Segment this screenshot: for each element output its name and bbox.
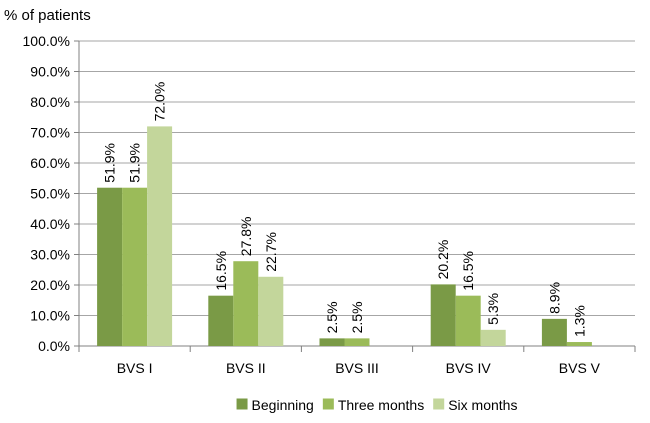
y-tick-label: 10.0% bbox=[30, 308, 70, 324]
data-label: 16.5% bbox=[213, 251, 229, 291]
legend-swatch bbox=[236, 398, 248, 410]
y-axis-title: % of patients bbox=[4, 7, 91, 24]
y-tick-label: 40.0% bbox=[30, 216, 70, 232]
y-tick-label: 70.0% bbox=[30, 125, 70, 141]
y-tick-label: 90.0% bbox=[30, 64, 70, 80]
bar bbox=[541, 318, 567, 346]
x-category-label: BVS III bbox=[335, 360, 379, 376]
data-label: 1.3% bbox=[571, 305, 587, 337]
bar bbox=[233, 261, 259, 346]
x-category-label: BVS IV bbox=[446, 360, 492, 376]
data-label: 27.8% bbox=[238, 217, 254, 257]
legend-label: Six months bbox=[448, 397, 517, 413]
data-label: 51.9% bbox=[102, 143, 118, 183]
data-label: 16.5% bbox=[460, 251, 476, 291]
bar bbox=[566, 342, 592, 346]
legend: Beginning Three months Six months bbox=[236, 397, 517, 413]
bar bbox=[208, 295, 234, 346]
data-labels: 51.9% 51.9% 72.0% 16.5% 27.8% 22.7% 2.5% 2.5% 20… bbox=[102, 82, 588, 337]
data-label: 2.5% bbox=[324, 301, 340, 333]
x-category-label: BVS I bbox=[117, 360, 153, 376]
bar bbox=[480, 329, 506, 346]
bars bbox=[97, 126, 592, 347]
x-category-label: BVS V bbox=[559, 360, 601, 376]
y-tick-label: 100.0% bbox=[23, 33, 70, 49]
bar bbox=[147, 126, 173, 347]
y-tick-label: 80.0% bbox=[30, 94, 70, 110]
bar bbox=[455, 295, 481, 346]
x-axis-categories: BVS I BVS II BVS III BVS IV BVS V bbox=[117, 360, 601, 376]
bar bbox=[430, 284, 456, 346]
legend-label: Three months bbox=[338, 397, 424, 413]
data-label: 72.0% bbox=[152, 82, 168, 122]
x-category-label: BVS II bbox=[226, 360, 266, 376]
y-axis-ticks: 0.0% 10.0% 20.0% 30.0% 40.0% 50.0% 60.0% 70.0% 8… bbox=[23, 33, 70, 354]
y-tick-label: 20.0% bbox=[30, 277, 70, 293]
bar bbox=[97, 187, 123, 346]
bar bbox=[319, 338, 345, 346]
data-label: 2.5% bbox=[349, 301, 365, 333]
data-label: 8.9% bbox=[546, 282, 562, 314]
data-label: 5.3% bbox=[485, 293, 501, 325]
legend-swatch bbox=[433, 398, 445, 410]
bar bbox=[344, 338, 370, 346]
bar bbox=[122, 187, 148, 346]
data-label: 51.9% bbox=[127, 143, 143, 183]
bar bbox=[258, 276, 284, 346]
y-tick-label: 30.0% bbox=[30, 247, 70, 263]
y-tick-label: 60.0% bbox=[30, 155, 70, 171]
legend-label: Beginning bbox=[252, 397, 314, 413]
y-tick-label: 50.0% bbox=[30, 186, 70, 202]
y-tick-label: 0.0% bbox=[38, 338, 70, 354]
legend-swatch bbox=[322, 398, 334, 410]
data-label: 22.7% bbox=[263, 232, 279, 272]
data-label: 20.2% bbox=[435, 240, 451, 280]
